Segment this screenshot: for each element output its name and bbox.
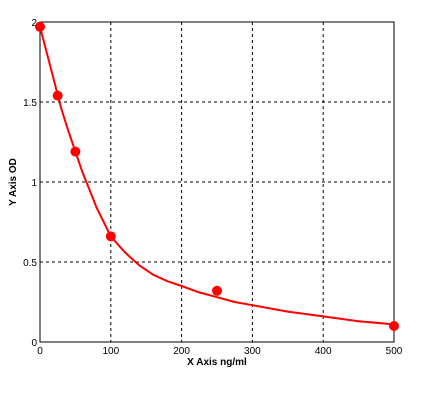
x-tick-label: 300: [244, 346, 261, 357]
fit-curve: [39, 26, 395, 326]
x-tick-label: 100: [102, 346, 119, 357]
data-point: [35, 21, 45, 32]
x-tick-label: 500: [386, 346, 403, 357]
data-point: [70, 146, 81, 157]
y-tick-label: 1: [31, 178, 37, 189]
y-axis-title: Y Axis OD: [8, 158, 19, 206]
data-point: [52, 90, 63, 101]
y-tick-label: 0: [31, 338, 37, 349]
data-points: [35, 21, 399, 331]
tick-labels: 0 100 200 300 400 500 0 0.5 1 1.5 2: [23, 18, 403, 357]
x-tick-label: 200: [173, 346, 190, 357]
data-point: [105, 231, 116, 242]
y-tick-label: 2: [31, 18, 37, 29]
data-point: [212, 285, 222, 296]
y-tick-label: 1.5: [23, 98, 37, 109]
x-axis-title: X Axis ng/ml: [187, 357, 247, 368]
x-tick-label: 400: [315, 346, 332, 357]
y-tick-label: 0.5: [23, 258, 37, 269]
data-point: [389, 321, 399, 331]
x-tick-label: 0: [37, 346, 43, 357]
grid-lines: [40, 22, 394, 342]
plot-frame: [39, 21, 395, 343]
